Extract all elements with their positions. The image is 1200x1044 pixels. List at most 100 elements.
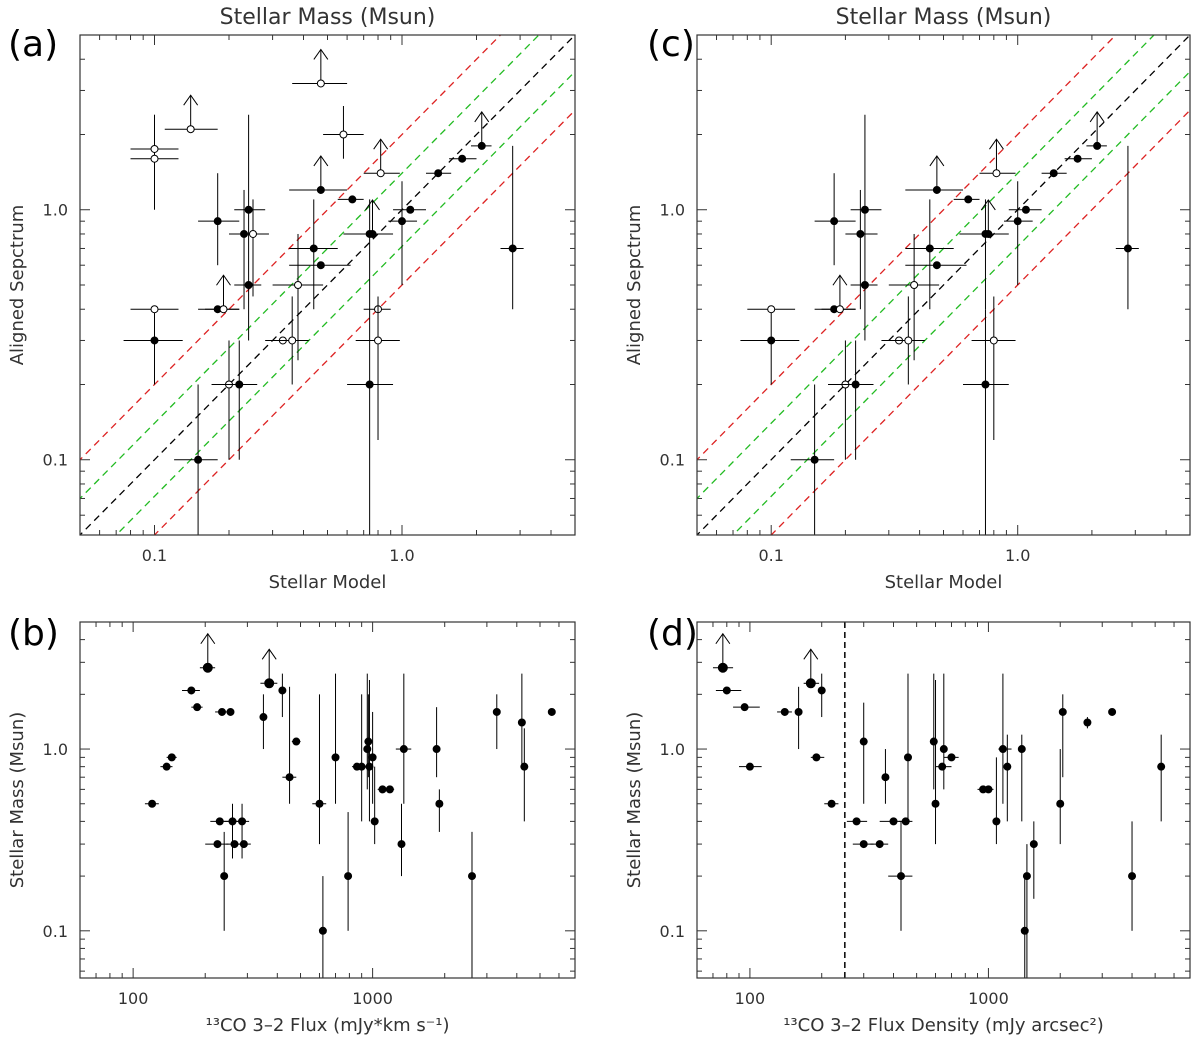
data-point <box>337 195 364 204</box>
data-point <box>470 111 492 150</box>
data-point <box>272 233 324 361</box>
plot-area <box>144 632 556 978</box>
data-point <box>715 686 742 695</box>
plot-area <box>712 622 1166 978</box>
data-point <box>971 296 1016 440</box>
marker <box>370 817 379 826</box>
marker <box>292 737 301 746</box>
data-point <box>130 144 179 153</box>
data-point <box>1115 145 1139 310</box>
marker <box>186 125 195 134</box>
marker <box>259 713 268 722</box>
marker <box>932 185 941 194</box>
marker <box>992 817 1001 826</box>
marker <box>239 840 248 849</box>
lower-limit-arrowhead <box>261 648 277 660</box>
marker <box>331 753 340 762</box>
marker <box>856 229 865 238</box>
lower-limit-arrowhead <box>365 199 380 211</box>
data-point <box>289 199 338 310</box>
marker <box>1073 154 1082 163</box>
data-point <box>363 305 391 314</box>
data-point <box>432 707 441 778</box>
marker <box>1123 244 1132 253</box>
data-point <box>1108 707 1117 716</box>
data-point <box>859 702 868 804</box>
x-tick-label: 1.0 <box>389 546 414 565</box>
lower-limit-arrowhead <box>313 155 329 167</box>
marker <box>835 305 844 314</box>
marker <box>722 686 731 695</box>
chart-title: Stellar Mass (Msun) <box>836 5 1052 30</box>
marker <box>434 169 443 178</box>
marker <box>964 195 973 204</box>
data-point <box>898 817 913 826</box>
data-point <box>821 274 856 314</box>
data-point <box>943 753 959 762</box>
marker <box>984 229 993 238</box>
marker <box>215 817 224 826</box>
data-point <box>817 673 826 718</box>
marker <box>860 281 869 289</box>
marker <box>477 141 486 150</box>
panel-d: (d) ¹³CO 3–2 Flux Density (mJy arcsec²) St… <box>624 613 1191 1036</box>
reference-line <box>770 109 1190 535</box>
marker <box>364 737 373 746</box>
marker <box>248 229 257 238</box>
marker <box>278 686 287 695</box>
data-point <box>1157 734 1166 822</box>
data-point <box>1128 821 1137 931</box>
data-point <box>777 707 792 716</box>
data-point <box>211 340 249 460</box>
marker <box>981 380 990 389</box>
data-point <box>215 707 229 716</box>
data-point <box>174 384 218 535</box>
x-tick-label: 100 <box>735 989 766 1008</box>
data-point <box>123 309 183 385</box>
reference-line <box>153 109 575 535</box>
marker <box>875 840 884 849</box>
data-point <box>828 340 865 460</box>
data-point <box>803 648 820 689</box>
reference-line <box>732 70 1190 535</box>
x-tick-label: 1000 <box>352 989 393 1008</box>
marker <box>374 336 383 345</box>
data-point <box>182 686 200 695</box>
data-point <box>395 673 412 804</box>
panel-a: (a) Stellar Mass (Msun) Stellar Model Align… <box>7 5 576 593</box>
data-point <box>1008 205 1042 214</box>
marker <box>1049 169 1058 178</box>
data-point <box>1056 749 1065 845</box>
y-tick-label: 0.1 <box>43 922 68 941</box>
data-point <box>318 876 327 978</box>
panel-label: (a) <box>8 24 58 65</box>
x-tick-label: 1.0 <box>1005 546 1030 565</box>
data-point <box>363 138 400 178</box>
data-point <box>385 785 395 794</box>
marker <box>852 817 861 826</box>
marker <box>859 737 868 746</box>
data-point <box>1017 734 1026 822</box>
data-point <box>388 181 418 285</box>
data-point <box>259 694 268 750</box>
y-axis-label: Aligned Sepctrum <box>624 205 645 366</box>
lower-limit-arrowhead <box>183 94 199 106</box>
marker <box>194 455 203 464</box>
y-tick-label: 0.1 <box>43 451 68 470</box>
marker <box>817 686 826 695</box>
data-point <box>963 199 1009 238</box>
data-point <box>331 673 340 804</box>
data-point <box>959 199 1007 310</box>
y-axis-label: Stellar Mass (Msun) <box>624 712 645 889</box>
marker <box>357 762 366 771</box>
marker <box>810 455 819 464</box>
marker <box>827 799 836 808</box>
marker <box>859 840 868 849</box>
x-axis-label: ¹³CO 3–2 Flux (mJy*km s⁻¹) <box>206 1015 450 1036</box>
data-point <box>217 340 258 460</box>
lower-limit-arrowhead <box>832 274 848 286</box>
data-point <box>347 199 394 238</box>
marker <box>318 926 327 935</box>
data-point <box>199 632 216 673</box>
data-point <box>939 673 948 790</box>
